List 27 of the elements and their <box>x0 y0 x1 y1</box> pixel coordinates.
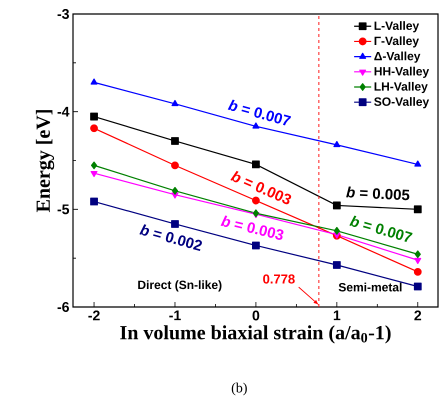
y-tick-label: -5 <box>58 204 70 214</box>
legend-label: L-Valley <box>374 21 420 32</box>
annotation: b = 0.002 <box>139 224 202 252</box>
legend-label: LH-Valley <box>374 82 428 94</box>
annotation: b = 0.007 <box>228 100 292 126</box>
x-tick-label: 2 <box>414 310 422 320</box>
annotation: Direct (Sn-like) <box>138 280 222 292</box>
x-tick-label: -1 <box>169 310 181 320</box>
annotation: b = 0.005 <box>346 186 410 200</box>
y-axis-title: Energy [eV] <box>36 110 54 212</box>
y-tick-label: -3 <box>58 9 69 19</box>
annotation: Semi-metal <box>338 282 402 292</box>
ref-line-label: 0.778 <box>263 274 295 284</box>
annotation: b = 0.003 <box>220 216 284 240</box>
x-tick-label: 0 <box>252 310 260 320</box>
y-tick-label: -6 <box>58 302 69 312</box>
x-axis-title: In volume biaxial strain (a/a$_{0}$-1) <box>120 325 391 344</box>
text: (b) <box>232 382 247 396</box>
annotation: b = 0.003 <box>230 170 292 204</box>
x-tick-label: -2 <box>88 310 100 320</box>
annotation: b = 0.007 <box>349 216 413 242</box>
y-tick-label: -4 <box>58 106 70 116</box>
x-tick-label: 1 <box>334 310 340 320</box>
legend-label: Γ-Valley <box>374 36 419 48</box>
legend-label: SO-Valley <box>374 97 430 108</box>
legend-label: HH-Valley <box>374 66 430 78</box>
legend-label: Δ-Valley <box>374 52 420 63</box>
